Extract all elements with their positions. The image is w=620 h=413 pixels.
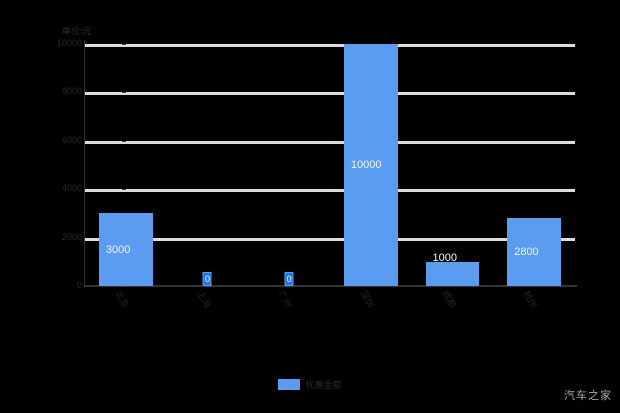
- bar[interactable]: [425, 261, 480, 286]
- y-axis-ticks: 10000 8000 6000 4000 2000 0: [38, 38, 126, 290]
- bars-layer: 3000 0 0 10000 1000 2800: [85, 44, 575, 286]
- bar[interactable]: [507, 218, 562, 286]
- chart-legend: 优惠金额: [0, 378, 620, 391]
- gridline: [85, 189, 575, 193]
- bar-value-label: 3000: [105, 243, 131, 256]
- y-axis-tick-mark: [122, 286, 126, 287]
- y-axis-tick-mark: [122, 44, 126, 45]
- bar[interactable]: [98, 213, 153, 286]
- y-axis-tick-label: 4000: [61, 183, 82, 194]
- bar-value-label: 10000: [350, 159, 382, 171]
- y-axis-tick-label: 6000: [61, 134, 82, 145]
- x-axis-tick-label: 杭州: [521, 288, 539, 310]
- gridline: [85, 92, 575, 96]
- bar-value-label: 1000: [432, 252, 458, 264]
- x-axis-tick-label: 上海: [194, 288, 213, 310]
- gridline: [85, 140, 575, 144]
- y-axis-tick-mark: [122, 140, 126, 142]
- bar-slot[interactable]: 0: [181, 44, 235, 286]
- bar[interactable]: 0: [284, 272, 294, 286]
- x-axis-tick-label: 成都: [439, 288, 458, 310]
- y-axis-tick-label: 0: [76, 280, 82, 290]
- y-axis-unit-caption: 单位:元: [62, 26, 92, 36]
- bar-slot[interactable]: 1000: [425, 44, 480, 286]
- y-axis-tick-mark: [122, 92, 126, 94]
- bar-value-label: 2800: [514, 246, 539, 259]
- bar[interactable]: 0: [202, 272, 212, 286]
- bar-value-label: 0: [204, 274, 210, 284]
- watermark: 汽车之家: [564, 390, 612, 402]
- bar-slot[interactable]: 0: [262, 44, 316, 286]
- bar-value-label: 0: [286, 274, 292, 284]
- y-axis-tick-label: 8000: [61, 86, 82, 97]
- y-axis-tick-label: 10000: [56, 38, 82, 48]
- gridline: [85, 237, 575, 241]
- bar[interactable]: [343, 44, 398, 286]
- bar-slot[interactable]: 3000: [98, 44, 153, 286]
- plot-area: [85, 44, 575, 286]
- x-axis-tick-label: 广州: [276, 288, 294, 310]
- y-axis-tick-mark: [122, 189, 126, 191]
- legend-swatch[interactable]: [278, 379, 301, 390]
- y-axis-line: [84, 40, 85, 288]
- x-axis-tick-label: 北京: [113, 288, 131, 310]
- legend-label[interactable]: 优惠金额: [305, 380, 342, 390]
- x-axis-ticks: 北京 上海 广州 深圳 成都 杭州: [85, 288, 575, 338]
- y-axis-tick-label: 2000: [61, 231, 82, 242]
- x-axis-tick-label: 深圳: [358, 288, 376, 310]
- bar-slot[interactable]: 2800: [507, 44, 562, 286]
- x-axis-line: [85, 285, 577, 287]
- bar-slot[interactable]: 10000: [343, 44, 398, 286]
- gridline: [85, 44, 575, 47]
